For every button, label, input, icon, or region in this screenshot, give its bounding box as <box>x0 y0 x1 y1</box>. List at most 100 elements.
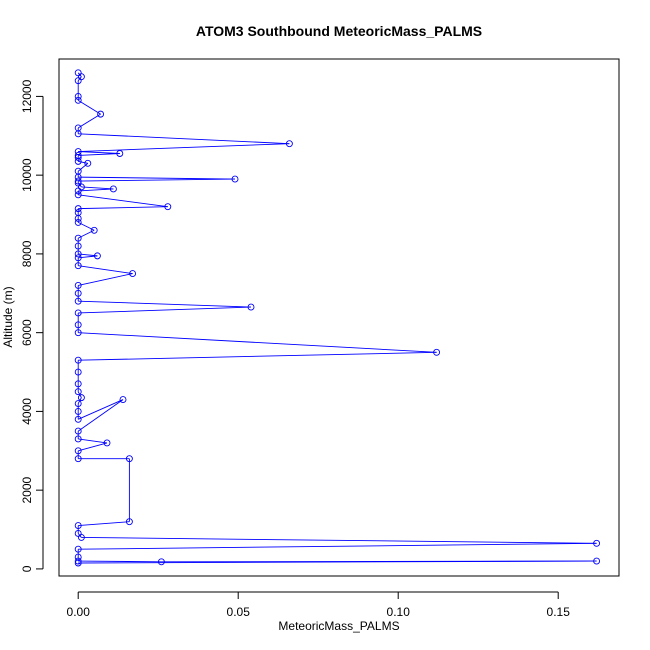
series-line-segment <box>78 560 162 563</box>
x-tick-label: 0.10 <box>387 605 411 619</box>
series-line-segment <box>81 536 597 544</box>
data-point <box>97 110 105 118</box>
series-line-segment <box>78 351 437 361</box>
series-line-segment <box>77 162 89 172</box>
data-point <box>109 185 117 193</box>
data-point <box>164 203 172 211</box>
series-line-segment <box>78 188 114 192</box>
x-tick-label: 0.05 <box>227 605 251 619</box>
series-line-segment <box>78 160 88 164</box>
data-point <box>74 415 82 423</box>
chart-title: ATOM3 Southbound MeteoricMass_PALMS <box>196 23 482 39</box>
data-point <box>593 539 601 547</box>
series-line-segment <box>78 133 290 145</box>
data-point <box>125 455 133 463</box>
data-point <box>285 140 293 148</box>
data-point <box>129 270 137 278</box>
data-point <box>74 177 82 185</box>
y-tick-label: 8000 <box>20 240 34 267</box>
series-line-segment <box>78 521 130 527</box>
series-line-segment <box>78 438 108 444</box>
data-point <box>74 388 82 396</box>
data-point <box>119 396 127 404</box>
series-line-segment <box>78 178 236 182</box>
series-line-segment <box>77 113 101 129</box>
series-line-segment <box>77 72 82 78</box>
x-axis-label: MeteoricMass_PALMS <box>278 619 399 633</box>
data-point <box>74 407 82 415</box>
y-axis: 0 2000 4000 6000 8000 10000 12000 <box>20 79 44 572</box>
data-point <box>74 447 82 455</box>
data-point <box>74 329 82 337</box>
series-line-segment <box>78 306 252 314</box>
data-point <box>74 522 82 530</box>
data-point <box>93 252 101 260</box>
series-line-segment <box>77 99 101 115</box>
y-tick-label: 0 <box>20 565 34 572</box>
data-point <box>74 153 82 161</box>
x-axis: 0.00 0.05 0.10 0.15 <box>67 591 571 619</box>
data-point <box>74 368 82 376</box>
data-point <box>74 281 82 289</box>
data-point <box>74 191 82 199</box>
series-line-segment <box>78 265 133 275</box>
data-point <box>74 92 82 100</box>
y-tick-label: 4000 <box>20 398 34 425</box>
data-point <box>74 321 82 329</box>
series-line-segment <box>78 273 133 286</box>
data-point <box>231 175 239 183</box>
series-group <box>74 69 601 567</box>
series-line-segment <box>78 206 168 210</box>
data-point <box>74 289 82 297</box>
data-point <box>125 518 133 526</box>
series-line-segment <box>78 332 437 353</box>
series-line-segment <box>78 300 252 308</box>
series-line-segment <box>78 399 124 420</box>
data-point <box>74 557 82 565</box>
y-tick-label: 10000 <box>20 158 34 192</box>
series-line-segment <box>78 153 120 156</box>
data-point <box>74 234 82 242</box>
series-line-segment <box>78 151 120 154</box>
data-point <box>74 427 82 435</box>
data-point <box>74 400 82 407</box>
data-point <box>74 262 82 270</box>
data-point <box>74 545 82 553</box>
x-tick-label: 0.15 <box>547 605 571 619</box>
data-point <box>74 242 82 250</box>
data-point <box>157 558 165 566</box>
x-tick-label: 0.00 <box>67 605 91 619</box>
plot-area-frame <box>58 58 620 577</box>
data-point <box>74 218 82 226</box>
data-point <box>74 157 82 165</box>
data-point <box>90 226 98 234</box>
series-line-segment <box>78 542 597 550</box>
data-point <box>247 303 255 311</box>
data-point <box>74 356 82 364</box>
series-line-segment <box>77 76 82 81</box>
series-line-segment <box>78 176 236 180</box>
data-point <box>74 250 82 258</box>
y-tick-label: 2000 <box>20 476 34 503</box>
data-point <box>74 205 82 213</box>
data-point <box>74 380 82 388</box>
series-line-segment <box>81 186 114 190</box>
series-line-segment <box>77 533 82 538</box>
data-point <box>74 96 82 104</box>
data-point <box>84 159 92 167</box>
data-point <box>74 254 82 262</box>
data-point <box>74 297 82 305</box>
series-line-segment <box>78 194 168 208</box>
y-tick-label: 12000 <box>20 79 34 113</box>
data-point <box>103 439 111 447</box>
data-point <box>77 533 85 541</box>
data-point <box>77 394 85 402</box>
data-point <box>593 557 601 565</box>
data-point <box>74 215 82 222</box>
data-point <box>74 309 82 317</box>
data-point <box>74 455 82 463</box>
data-point <box>74 77 82 85</box>
